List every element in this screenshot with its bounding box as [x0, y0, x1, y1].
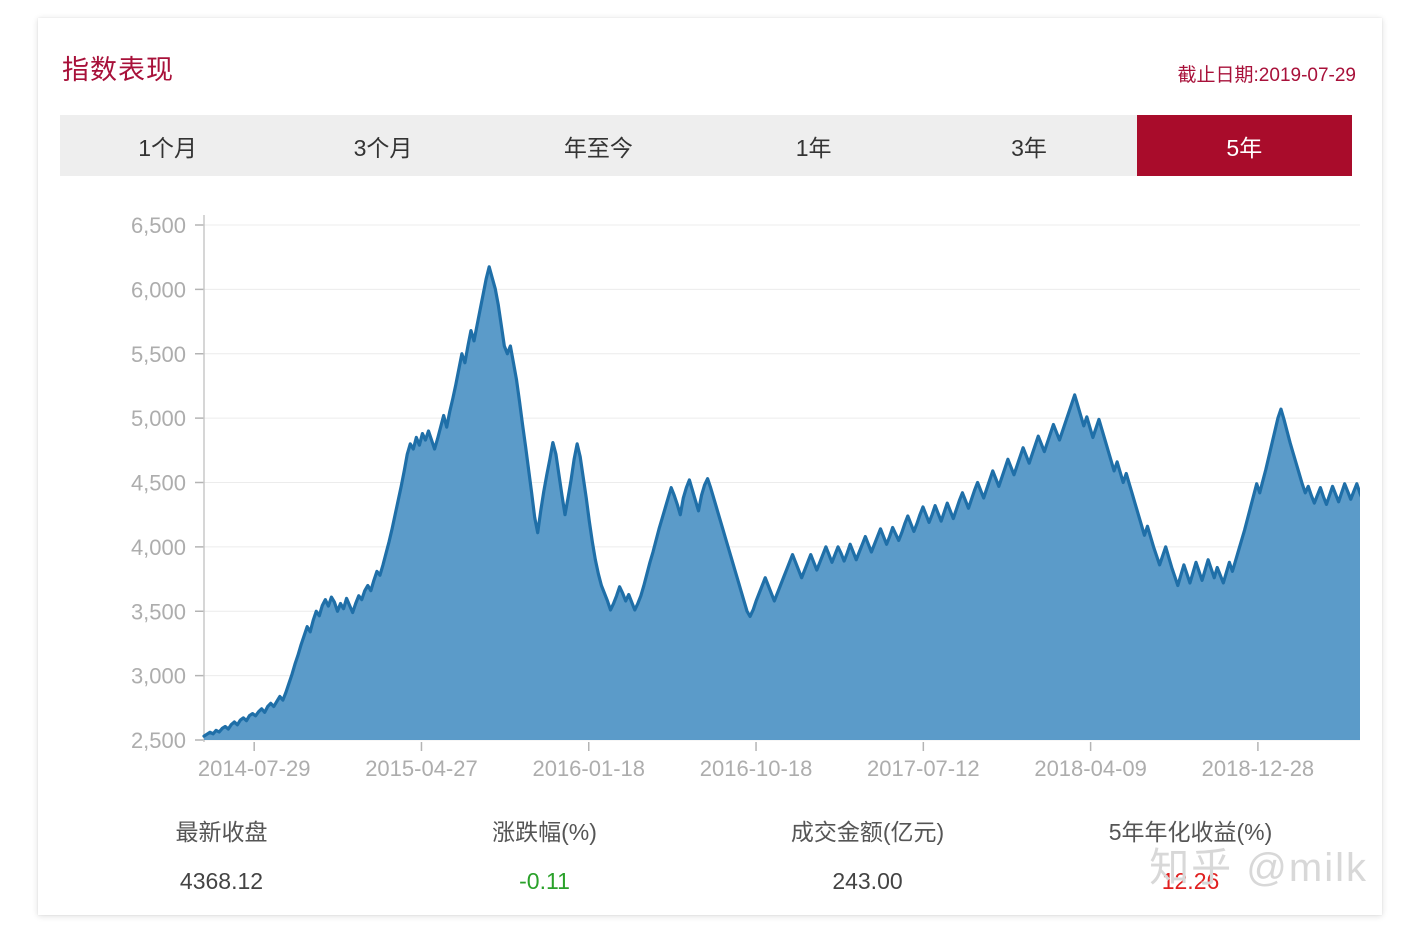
y-tick-label: 6,000 [131, 277, 186, 302]
x-tick-label: 2016-10-18 [700, 756, 813, 781]
y-tick-label: 5,500 [131, 342, 186, 367]
stat-cell-1: 涨跌幅(%) -0.11 [383, 808, 706, 906]
x-tick-label: 2018-12-28 [1202, 756, 1315, 781]
stat-label: 5年年化收益(%) [1108, 819, 1273, 845]
stat-value: 12.26 [1161, 868, 1220, 894]
tab-label: 5年 [1226, 134, 1263, 161]
stat-value: -0.11 [519, 868, 570, 894]
stat-label: 最新收盘 [175, 819, 268, 845]
y-tick-label: 3,500 [131, 599, 186, 624]
x-tick-label: 2018-04-09 [1034, 756, 1147, 781]
tab-period-3[interactable]: 1年 [706, 115, 921, 176]
x-tick-label: 2014-07-29 [198, 756, 311, 781]
page-title: 指数表现 [62, 55, 174, 85]
stat-label: 涨跌幅(%) [492, 819, 597, 845]
y-tick-label: 3,000 [131, 664, 186, 689]
x-tick-label: 2015-04-27 [365, 756, 478, 781]
tab-period-5[interactable]: 5年 [1136, 115, 1352, 176]
index-performance-card: 指数表现 截止日期:2019-07-29 1个月 3个月 年至今 1年 3年 5年 2,5… [38, 18, 1382, 915]
stat-label: 成交金额(亿元) [790, 819, 945, 845]
index-chart: 2,500 3,000 3,500 4,000 4,500 5,000 5,500 6,000… [60, 193, 1360, 793]
y-tick-label: 4,500 [131, 471, 186, 496]
y-tick-label: 2,500 [131, 728, 186, 753]
stat-cell-2: 成交金额(亿元) 243.00 [706, 808, 1029, 906]
stat-cell-3: 5年年化收益(%) 12.26 [1029, 808, 1352, 906]
period-tab-bar[interactable]: 1个月 3个月 年至今 1年 3年 5年 [60, 115, 1352, 176]
tab-period-4[interactable]: 3年 [921, 115, 1136, 176]
index-area-chart-svg: 2,500 3,000 3,500 4,000 4,500 5,000 5,500 6,000… [131, 213, 1360, 781]
x-tick-label: 2017-07-12 [867, 756, 980, 781]
tab-period-0[interactable]: 1个月 [60, 115, 275, 176]
card-header: 指数表现 截止日期:2019-07-29 [38, 18, 1382, 92]
y-tick-label: 5,000 [131, 406, 186, 431]
series-line [202, 265, 1360, 738]
tab-label: 1个月 [138, 134, 198, 161]
stat-cell-0: 最新收盘 4368.12 [60, 808, 383, 906]
series-area-fill [204, 266, 1360, 740]
x-tick-label: 2016-01-18 [532, 756, 645, 781]
tab-label: 年至今 [563, 134, 633, 161]
y-tick-label: 6,500 [131, 213, 186, 238]
tab-period-2[interactable]: 年至今 [491, 115, 706, 176]
stat-value: 4368.12 [179, 868, 264, 894]
as-of-date-label: 截止日期:2019-07-29 [1177, 65, 1356, 86]
tab-period-1[interactable]: 3个月 [275, 115, 490, 176]
y-tick-label: 4,000 [131, 535, 186, 560]
tab-label: 3年 [1011, 134, 1047, 161]
tab-label: 1年 [795, 134, 832, 161]
tab-label: 3个月 [353, 134, 413, 161]
stats-row: 最新收盘 4368.12 涨跌幅(%) -0.11 成交金额(亿元) 243.00 5年年化… [60, 808, 1352, 906]
stat-value: 243.00 [832, 868, 903, 894]
